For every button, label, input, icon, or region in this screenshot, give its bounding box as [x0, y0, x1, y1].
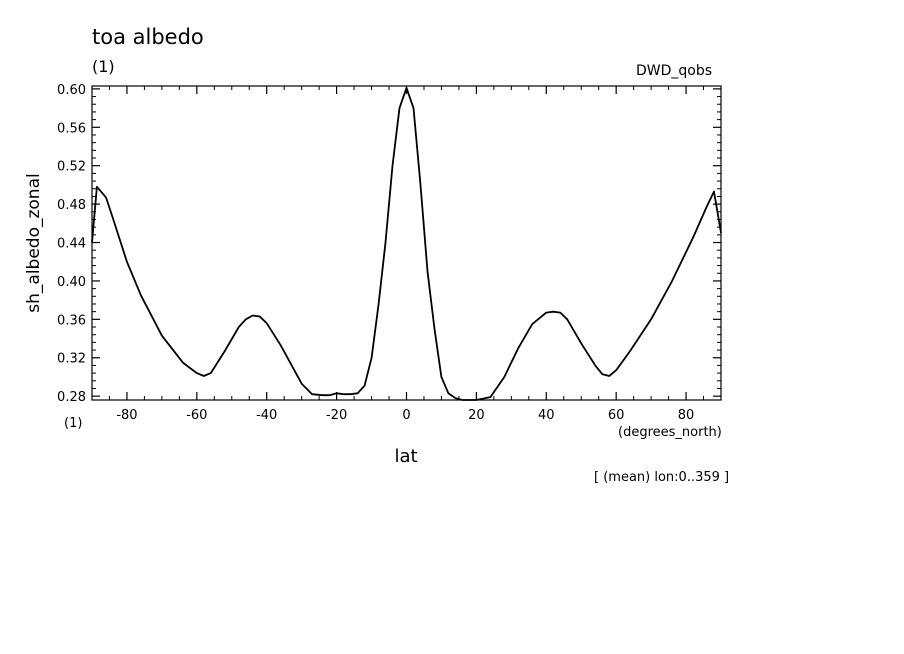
y-axis-unit: (1)	[64, 416, 83, 431]
y-tick-label: 0.48	[57, 198, 86, 213]
x-tick-label: -20	[326, 408, 347, 423]
x-axis-label: lat	[394, 446, 418, 467]
x-tick-label: -80	[116, 408, 137, 423]
x-tick-label: -60	[186, 408, 207, 423]
chart-title: toa albedo	[92, 25, 204, 49]
x-tick-label: 0	[402, 408, 410, 423]
x-tick-label: 80	[678, 408, 695, 423]
y-tick-label: 0.40	[57, 275, 86, 290]
x-tick-label: -40	[256, 408, 277, 423]
title-unit: (1)	[92, 57, 115, 76]
y-tick-label: 0.56	[57, 121, 86, 136]
albedo-series-line	[91, 87, 722, 401]
y-tick-label: 0.28	[57, 390, 86, 405]
y-tick-label: 0.52	[57, 160, 86, 175]
x-tick-label: 40	[538, 408, 555, 423]
y-tick-label: 0.44	[57, 237, 86, 252]
y-tick-label: 0.36	[57, 313, 86, 328]
dataset-label: DWD_qobs	[636, 63, 713, 79]
y-tick-label: 0.32	[57, 352, 86, 367]
x-axis-unit: (degrees_north)	[618, 425, 722, 440]
y-tick-label: 0.60	[57, 83, 86, 98]
x-tick-label: 20	[468, 408, 485, 423]
x-tick-label: 60	[608, 408, 625, 423]
plot-frame	[91, 85, 722, 401]
averaging-note: [ (mean) lon:0..359 ]	[594, 470, 730, 485]
